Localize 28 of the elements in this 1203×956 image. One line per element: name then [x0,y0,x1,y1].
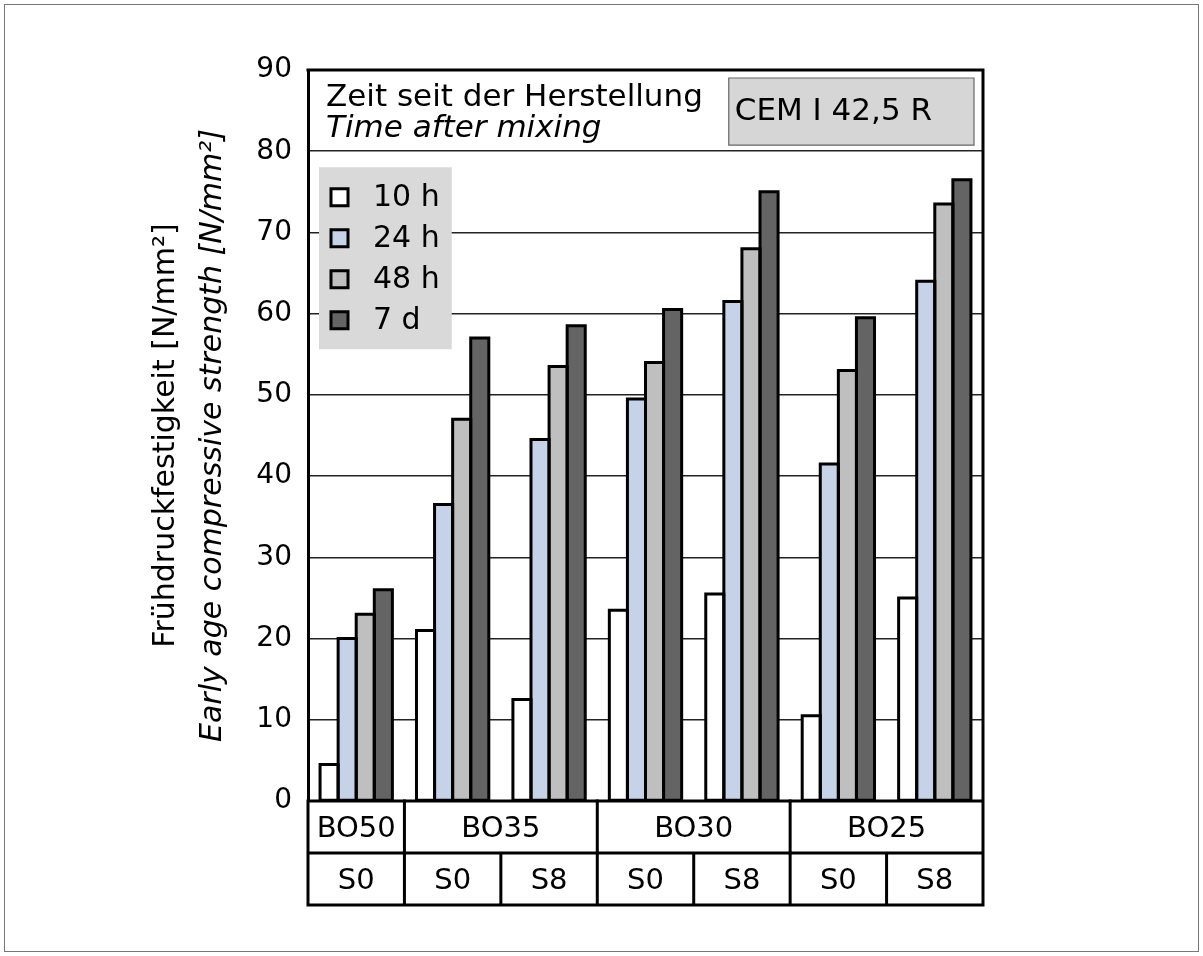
x-tick-label: S8 [530,861,568,896]
y-tick-label: 20 [256,619,292,653]
y-tick-label: 60 [256,294,292,328]
x-tick-label: S0 [819,861,857,896]
legend-label: 24 h [373,219,440,255]
y-tick-label: 10 [256,701,292,735]
y-tick-label: 90 [256,51,292,85]
text: BO25 [847,809,927,844]
text: BO30 [654,809,734,844]
text: BO35 [461,809,541,844]
x-tick-label: S0 [434,861,472,896]
legend-title: Zeit seit der Herstellung Time after mixing [326,77,703,145]
text: BO50 [316,809,396,844]
legend-label: 10 h [373,178,440,214]
y-tick-label: 50 [256,376,292,410]
legend-label: 48 h [373,260,440,296]
x-tick-label: S0 [627,861,664,896]
y-tick-label: 0 [274,782,292,816]
x-tick-label: S0 [337,861,375,896]
y-tick-label: 30 [256,538,292,572]
x-tick-label: S8 [916,861,954,896]
y-tick-label: 80 [256,132,292,166]
legend-label: 7 d [373,301,421,337]
y-axis-title: Frühdruckfestigkeit [N/mm²] Early age compressive strength [N/mm²] [145,129,228,742]
y-tick-label: 40 [256,457,292,491]
y-tick-label: 70 [256,213,292,247]
x-tick-label: S8 [723,861,761,896]
annotation: CEM I 42,5 R [734,90,932,127]
